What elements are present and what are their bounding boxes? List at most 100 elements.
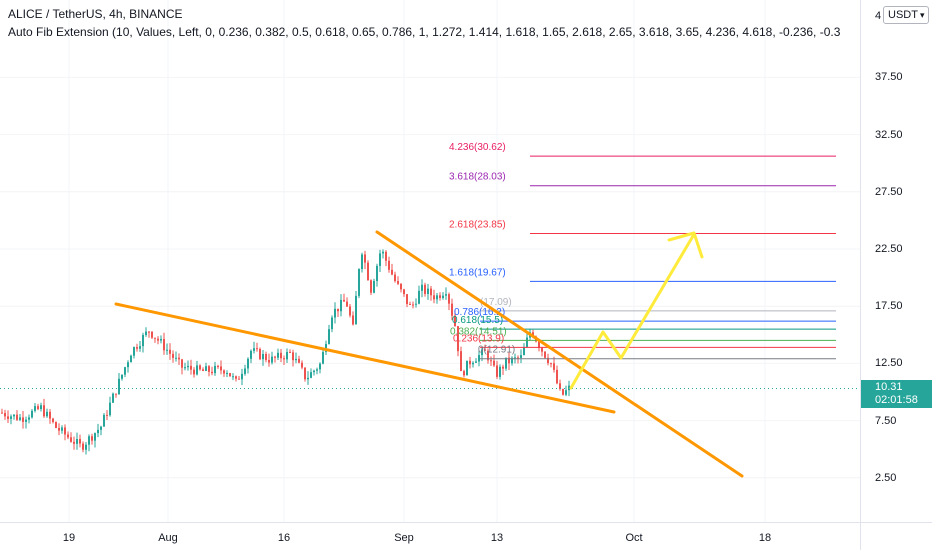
fib-extension-levels[interactable]: 4.236(30.62) 3.618(28.03) 2.618(23.85) 1.61… (449, 142, 836, 360)
candle (328, 324, 330, 345)
candle (85, 441, 87, 455)
price-tick: 12.50 (875, 357, 903, 370)
candle (325, 340, 327, 356)
candle (259, 347, 261, 361)
scale-corner (860, 522, 932, 550)
current-price-value: 10.31 (875, 381, 903, 394)
candle (28, 414, 30, 424)
candle (364, 250, 366, 270)
candle (478, 350, 480, 367)
study-legend[interactable]: Auto Fib Extension (10, Values, Left, 0,… (8, 25, 841, 39)
candle (208, 364, 210, 377)
candle (106, 410, 108, 421)
candle (274, 355, 276, 363)
candle (361, 252, 363, 273)
candle (112, 392, 114, 403)
fib-level[interactable]: (17.09) (480, 297, 836, 312)
arrow-head-icon (667, 231, 704, 259)
candle (76, 432, 78, 450)
fib-level[interactable]: 4.236(30.62) (449, 142, 836, 157)
time-scale[interactable]: 19 Aug 16 Sep 13 Oct 18 (0, 522, 860, 550)
candle (232, 373, 234, 381)
candle (475, 358, 477, 364)
time-tick: 18 (758, 532, 772, 544)
drawings[interactable] (114, 230, 744, 478)
candle (487, 348, 489, 364)
candle (223, 369, 225, 377)
candle (505, 357, 507, 371)
candle (64, 424, 66, 441)
candle (133, 346, 135, 359)
projection-path[interactable] (569, 234, 695, 390)
bar-countdown: 02:01:58 (875, 394, 918, 407)
candle (553, 356, 555, 373)
candle (337, 308, 339, 318)
fib-level[interactable]: 0(12.91) (478, 345, 836, 360)
symbol-legend[interactable]: ALICE / TetherUS, 4h, BINANCE (8, 7, 183, 21)
price-tick-partial: 4 (875, 10, 882, 22)
candle (457, 326, 459, 357)
time-tick: 13 (490, 532, 504, 544)
candle (160, 335, 162, 344)
candle (472, 361, 474, 368)
fib-level-label: 0.618(15.5) (452, 315, 503, 326)
fib-level[interactable]: 1.618(19.67) (449, 267, 836, 282)
candle (67, 431, 69, 440)
fib-level[interactable]: 0.618(15.5) (452, 315, 836, 330)
candle (100, 425, 102, 436)
candle (217, 364, 219, 369)
candle (187, 360, 189, 371)
fib-level[interactable]: 3.618(28.03) (449, 172, 836, 187)
candle (7, 410, 9, 423)
candle (43, 398, 45, 418)
fib-level[interactable]: 0.382(14.51) (450, 326, 836, 341)
candle (58, 423, 60, 436)
chart-pane[interactable]: 4.236(30.62) 3.618(28.03) 2.618(23.85) 1.61… (0, 0, 860, 522)
fib-level[interactable]: 0.786(16.2) (454, 307, 836, 322)
time-tick: 16 (277, 532, 291, 544)
candle (175, 351, 177, 362)
price-tick: 7.50 (875, 414, 897, 427)
candle (4, 409, 6, 420)
candle (547, 353, 549, 366)
candle (91, 433, 93, 445)
candle (400, 283, 402, 293)
fib-level-label: 0.236(13.9) (453, 333, 504, 344)
candle (295, 352, 297, 364)
upper-trendline[interactable] (375, 230, 744, 478)
candle (517, 355, 519, 364)
candle (385, 250, 387, 267)
fib-level[interactable]: 2.618(23.85) (449, 220, 836, 235)
candle (205, 362, 207, 372)
price-chart[interactable]: 4.236(30.62) 3.618(28.03) 2.618(23.85) 1.61… (0, 0, 860, 522)
candle (157, 336, 159, 345)
fib-level[interactable]: 0.236(13.9) (453, 333, 836, 348)
candle (286, 348, 288, 363)
price-scale[interactable]: 4 USDT ▾ 37.50 32.50 27.50 22.50 17.50 12.50 7.… (860, 0, 932, 522)
candle (523, 343, 525, 356)
candle (97, 423, 99, 438)
candle (19, 414, 21, 422)
fib-level-label: 2.618(23.85) (449, 220, 506, 231)
candle (463, 369, 465, 378)
candle (250, 349, 252, 364)
candle (550, 362, 552, 368)
candle (253, 341, 255, 354)
candle (109, 396, 111, 417)
candle (172, 350, 174, 363)
candle (424, 282, 426, 297)
candle (445, 287, 447, 300)
candle (214, 361, 216, 376)
candle (262, 349, 264, 366)
candle (292, 349, 294, 367)
candle (559, 379, 561, 391)
time-tick: Sep (394, 532, 414, 544)
candle (13, 414, 15, 420)
candle (10, 414, 12, 425)
lower-trendline[interactable] (114, 302, 616, 414)
fib-level-label: 1.618(19.67) (449, 267, 506, 278)
candle (376, 263, 378, 287)
currency-selector[interactable]: USDT ▾ (883, 6, 930, 24)
candle (520, 349, 522, 364)
candle (502, 364, 504, 375)
